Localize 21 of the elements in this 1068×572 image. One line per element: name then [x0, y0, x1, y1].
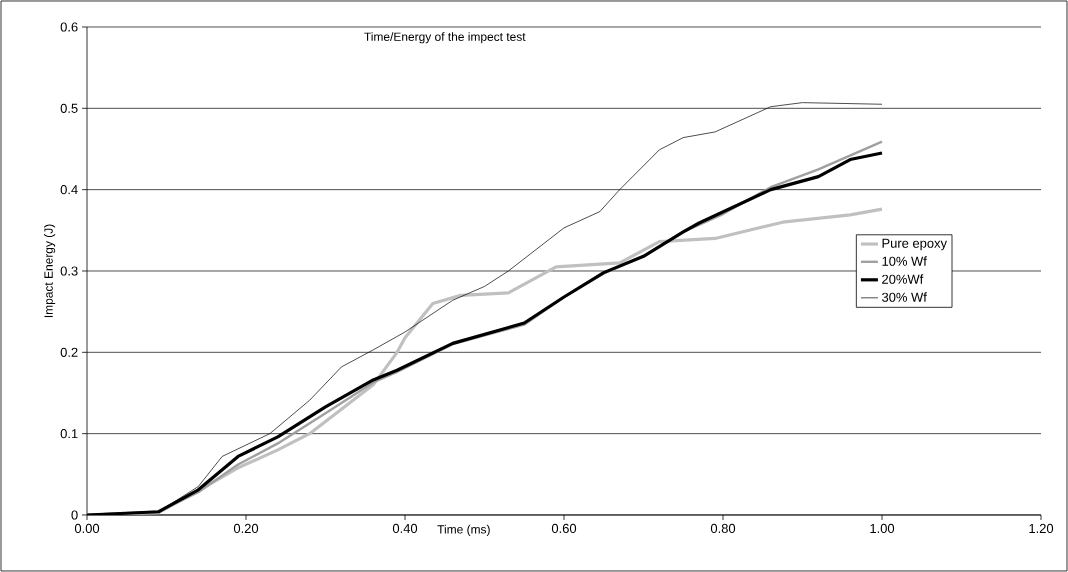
chart-title: Time/Energy of the impect test [364, 32, 526, 44]
legend-label: 10% Wf [882, 256, 927, 266]
legend-label: Pure epoxy [882, 238, 947, 251]
y-tick-label: 0.2 [60, 347, 78, 357]
x-tick-label: 1.00 [870, 523, 895, 533]
y-tick-label: 0.3 [60, 266, 78, 276]
y-tick-label: 0.6 [60, 22, 78, 32]
y-axis-title: Impact Energy (J) [44, 224, 56, 318]
legend-label: 20%Wf [882, 274, 924, 284]
y-tick-label: 0.4 [60, 185, 78, 195]
x-tick-label: 1.20 [1029, 523, 1054, 533]
y-tick-label: 0 [71, 510, 78, 520]
legend-label: 30% Wf [882, 292, 927, 302]
x-tick-label: 0.60 [551, 523, 577, 533]
x-tick-label: 0.80 [710, 523, 736, 533]
x-tick-label: 0.20 [233, 523, 259, 533]
x-tick-label: 0.40 [392, 523, 418, 533]
x-axis-title: Time (ms) [437, 524, 490, 536]
y-tick-label: 0.5 [60, 103, 78, 113]
x-tick-label: 0.00 [74, 523, 100, 533]
y-tick-label: 0.1 [60, 429, 78, 439]
